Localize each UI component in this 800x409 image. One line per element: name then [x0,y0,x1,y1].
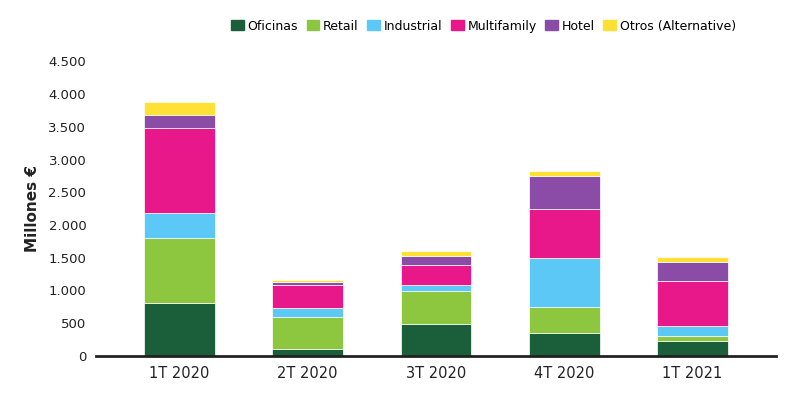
Bar [529,209,599,258]
Bar [658,326,728,336]
Bar [658,257,728,262]
Bar [658,336,728,341]
Bar [401,265,471,285]
Bar [144,213,214,238]
Bar [144,238,214,303]
Bar [144,102,214,115]
Bar [144,115,214,128]
Bar [144,128,214,213]
Bar [658,341,728,356]
Bar [273,349,343,356]
Bar [401,256,471,265]
Bar [273,308,343,317]
Bar [273,282,343,285]
Bar [529,333,599,356]
Bar [273,280,343,282]
Y-axis label: Millones €: Millones € [25,165,40,252]
Bar [529,307,599,333]
Legend: Oficinas, Retail, Industrial, Multifamily, Hotel, Otros (Alternative): Oficinas, Retail, Industrial, Multifamil… [226,15,741,38]
Bar [401,291,471,324]
Bar [401,285,471,291]
Bar [529,171,599,176]
Bar [658,281,728,326]
Bar [529,176,599,209]
Bar [144,303,214,356]
Bar [529,258,599,307]
Bar [401,251,471,256]
Bar [273,317,343,349]
Bar [401,324,471,356]
Bar [273,285,343,308]
Bar [658,262,728,281]
